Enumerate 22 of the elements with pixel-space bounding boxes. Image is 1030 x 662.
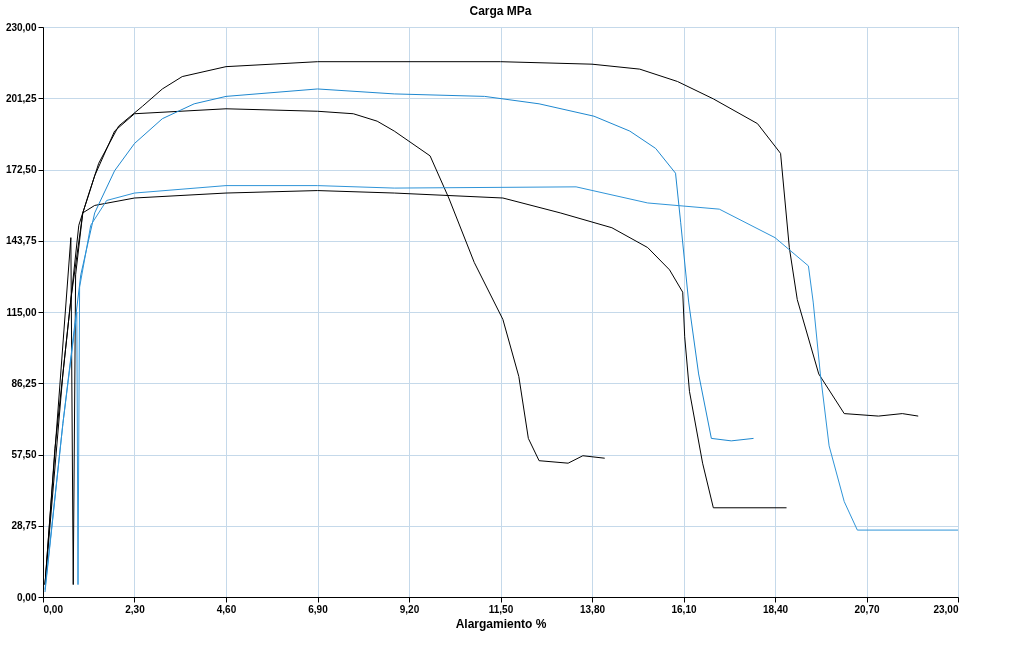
x-tick-label: 23,00 bbox=[933, 603, 959, 615]
x-tick-label: 18,40 bbox=[762, 603, 789, 615]
y-tick-label: 28,75 bbox=[11, 520, 37, 532]
x-tick-label: 4,60 bbox=[216, 603, 237, 615]
y-tick-label: 230,00 bbox=[5, 21, 37, 33]
y-tick-label: 115,00 bbox=[6, 306, 37, 318]
y-tick-label: 57,50 bbox=[11, 449, 37, 460]
x-tick-label: 9,20 bbox=[399, 603, 420, 615]
y-tick-label: 172,50 bbox=[5, 164, 37, 175]
y-tick-label: 143,75 bbox=[5, 235, 37, 247]
x-tick-label: 0,00 bbox=[43, 603, 64, 615]
x-tick-label: 13,80 bbox=[579, 603, 606, 615]
x-tick-label: 2,30 bbox=[125, 603, 146, 615]
x-axis-title: Alargamiento % bbox=[455, 616, 547, 631]
y-tick-label: 86,25 bbox=[11, 377, 37, 389]
chart-title: Carga MPa bbox=[469, 4, 532, 18]
y-tick-label: 0,00 bbox=[17, 591, 37, 603]
x-tick-label: 20,70 bbox=[854, 603, 880, 615]
x-tick-label: 11,50 bbox=[488, 603, 514, 615]
x-tick-label: 6,90 bbox=[308, 603, 329, 615]
x-tick-label: 16,10 bbox=[671, 603, 697, 615]
y-tick-label: 201,25 bbox=[5, 92, 37, 104]
